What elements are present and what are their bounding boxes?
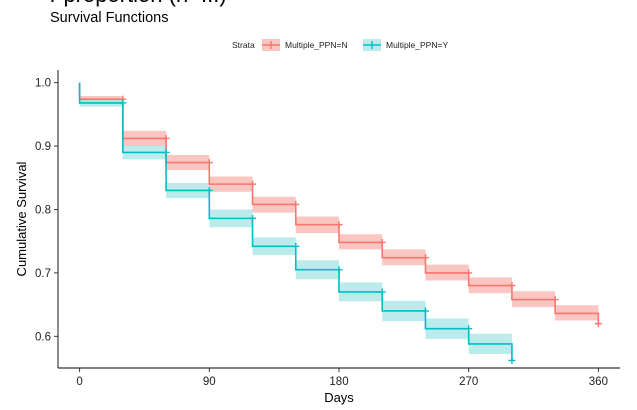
x-tick-label: 270 (459, 376, 478, 388)
censor-mark (508, 282, 516, 290)
y-tick-label: 0.7 (35, 268, 51, 280)
legend-title: Strata (232, 40, 255, 50)
censor-mark (335, 221, 343, 229)
censor-mark (292, 242, 300, 250)
censor-mark (205, 186, 213, 194)
censor-mark (378, 288, 386, 296)
y-tick-label: 0.6 (35, 331, 51, 343)
band-series-0 (79, 95, 599, 321)
censor-mark (249, 214, 257, 222)
censor-marks (119, 95, 602, 364)
survival-curves (78, 82, 600, 361)
censor-mark (465, 325, 473, 333)
legend-label-1: Multiple_PPN=Y (386, 40, 448, 50)
legend-label-0: Multiple_PPN=N (285, 40, 348, 50)
chart-title: Survival Functions (50, 10, 169, 26)
censor-mark (551, 296, 559, 304)
y-tick-label: 1.0 (35, 78, 51, 90)
y-tick-label: 0.9 (35, 141, 51, 153)
legend: Strata Multiple_PPN=N Multiple_PPN=Y (232, 39, 448, 51)
censor-mark (465, 269, 473, 277)
x-tick-label: 360 (589, 376, 608, 388)
x-tick-label: 180 (329, 376, 348, 388)
x-axis-title: Days (324, 390, 354, 405)
curve-series-1 (78, 82, 513, 361)
censor-mark (508, 356, 516, 364)
censor-mark (249, 180, 257, 188)
censor-mark (594, 320, 602, 328)
axes: 0.6 0.7 0.8 0.9 1.0 0 90 180 270 360 (35, 70, 620, 388)
y-tick-label: 0.8 (35, 204, 51, 216)
censor-mark (421, 307, 429, 315)
censor-mark (335, 266, 343, 274)
censor-mark (292, 200, 300, 208)
censor-mark (205, 159, 213, 167)
clipped-title: r proportion (n=...) (50, 0, 227, 8)
curve-series-0 (78, 82, 600, 324)
y-axis-title: Cumulative Survival (14, 161, 29, 276)
censor-mark (421, 254, 429, 262)
censor-mark (162, 148, 170, 156)
censor-mark (119, 99, 127, 107)
censor-mark (378, 238, 386, 246)
x-tick-label: 90 (203, 376, 216, 388)
censor-mark (162, 134, 170, 142)
x-tick-label: 0 (76, 376, 82, 388)
